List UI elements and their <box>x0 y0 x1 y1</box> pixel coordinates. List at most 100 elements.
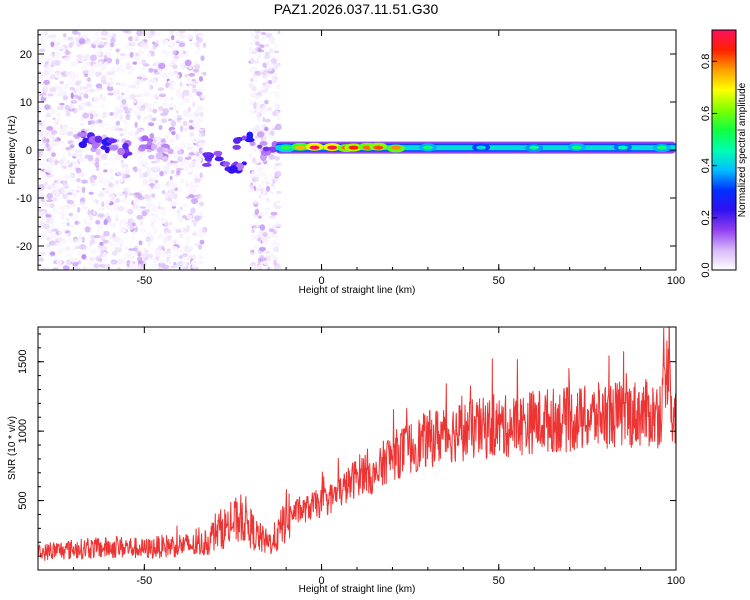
spectrogram-noise-cell <box>255 222 259 228</box>
spectrogram-noise-cell <box>266 106 273 112</box>
spectrogram-cluster-cell <box>162 156 169 162</box>
spectrogram-noise-cell <box>161 190 166 195</box>
spectrogram-noise-cell <box>265 130 270 136</box>
spectrogram-noise-cell <box>182 253 189 258</box>
spectrogram-noise-cell <box>49 108 57 115</box>
spectrogram-x-tick-label: 100 <box>667 275 685 287</box>
spectrogram-noise-cell <box>44 104 51 110</box>
spectrogram-noise-cell <box>94 239 99 245</box>
spectrogram-noise-cell <box>146 149 152 153</box>
spectrogram-noise-cell <box>92 211 96 215</box>
spectrogram-cluster-cell <box>232 144 241 150</box>
spectrogram-noise-cell <box>51 142 56 148</box>
spectrogram-noise-cell <box>42 37 47 42</box>
spectrogram-noise-cell <box>266 73 271 78</box>
spectrogram-noise-cell <box>169 42 174 47</box>
colorbar-ticks: 0.0 0.2 0.4 0.6 0.8 <box>700 54 717 278</box>
spectrogram-noise-cell <box>136 127 141 134</box>
spectrogram-noise-cell <box>115 167 119 173</box>
spectrogram-noise-cell <box>47 227 54 231</box>
spectrogram-noise-cell <box>157 217 165 221</box>
spectrogram-noise-cell <box>196 119 203 125</box>
spectrogram-noise-cell <box>273 264 281 270</box>
spectrogram-marks <box>38 30 676 270</box>
spectrogram-noise-cell <box>157 74 162 79</box>
spectrogram-noise-cell <box>112 114 118 119</box>
spectrogram-noise-cell <box>89 160 95 164</box>
spectrogram-noise-cell <box>107 92 114 96</box>
spectrogram-noise-cell <box>263 177 270 182</box>
spectrogram-noise-cell <box>125 44 130 50</box>
spectrogram-noise-cell <box>268 154 275 160</box>
spectrogram-noise-cell <box>262 240 268 245</box>
spectrogram-noise-cell <box>170 120 177 127</box>
spectrogram-noise-cell <box>179 170 183 177</box>
spectrogram-noise-cell <box>124 245 129 251</box>
spectrogram-noise-cell <box>130 236 136 241</box>
spectrogram-noise-cell <box>124 192 128 199</box>
spectrogram-noise-cell <box>43 169 50 172</box>
spectrogram-noise-cell <box>166 165 170 170</box>
spectrogram-noise-cell <box>50 53 56 58</box>
spectrogram-noise-cell <box>115 82 121 86</box>
spectrogram-noise-cell <box>274 200 281 204</box>
spectrogram-noise-cell <box>194 215 201 221</box>
spectrogram-noise-cell <box>129 67 136 72</box>
spectrogram-noise-cell <box>86 222 92 226</box>
spectrogram-noise-cell <box>187 106 191 113</box>
spectrogram-cluster-cell <box>122 142 129 150</box>
spectrogram-noise-cell <box>249 42 255 46</box>
spectrogram-noise-cell <box>108 46 113 52</box>
spectrogram-noise-cell <box>164 102 171 107</box>
spectrogram-noise-cell <box>40 162 47 166</box>
spectrogram-noise-cell <box>190 197 199 205</box>
spectrogram-noise-cell <box>102 239 109 244</box>
spectrogram-noise-cell <box>117 108 124 114</box>
spectrogram-noise-cell <box>125 252 131 256</box>
spectrogram-noise-cell <box>273 155 281 161</box>
spectrogram-hotspot <box>617 145 628 150</box>
spectrogram-noise-cell <box>129 225 134 231</box>
spectrogram-noise-cell <box>193 151 197 155</box>
spectrogram-noise-cell <box>194 108 200 114</box>
spectrogram-cluster-cell <box>262 146 270 152</box>
spectrogram-noise-cell <box>38 200 42 205</box>
spectrogram-noise-cell <box>122 30 130 34</box>
spectrogram-noise-cell <box>182 127 190 131</box>
spectrogram-noise-cell <box>271 77 278 84</box>
spectrogram-noise-cell <box>264 43 270 47</box>
spectrogram-noise-cell <box>152 63 157 66</box>
spectrogram-noise-cell <box>104 126 110 131</box>
spectrogram-noise-cell <box>179 249 183 253</box>
spectrogram-hotspot <box>327 145 338 150</box>
spectrogram-noise-cell <box>141 59 146 65</box>
spectrogram-noise-cell <box>276 190 282 195</box>
spectrogram-noise-cell <box>62 91 67 95</box>
spectrogram-noise-cell <box>185 225 191 232</box>
spectrogram-noise-cell <box>139 228 146 233</box>
spectrogram-noise-cell <box>121 92 125 96</box>
spectrogram-noise-cell <box>38 208 45 212</box>
colorbar: 0.0 0.2 0.4 0.6 0.8 Normalized spectral ampl… <box>700 29 748 278</box>
spectrogram-noise-cell <box>153 101 159 105</box>
spectrogram-noise-cell <box>270 57 277 64</box>
spectrogram-noise-cell <box>276 115 281 121</box>
spectrogram-noise-cell <box>94 182 99 186</box>
spectrogram-noise-cell <box>98 122 102 127</box>
spectrogram-noise-cell <box>43 84 49 91</box>
spectrogram-cluster-cell <box>139 144 148 149</box>
spectrogram-noise-cell <box>132 203 138 210</box>
spectrogram-noise-cell <box>158 124 163 131</box>
spectrogram-noise-cell <box>102 256 107 262</box>
spectrogram-noise-cell <box>70 80 76 86</box>
spectrogram-noise-cell <box>79 123 85 127</box>
spectrogram-noise-cell <box>58 243 63 247</box>
spectrogram-noise-cell <box>187 143 193 148</box>
spectrogram-noise-cell <box>89 177 95 184</box>
spectrogram-noise-cell <box>249 187 255 193</box>
spectrogram-noise-cell <box>258 215 262 219</box>
spectrogram-noise-cell <box>192 122 196 128</box>
spectrogram-noise-cell <box>38 125 43 130</box>
spectrogram-noise-cell <box>175 229 182 233</box>
